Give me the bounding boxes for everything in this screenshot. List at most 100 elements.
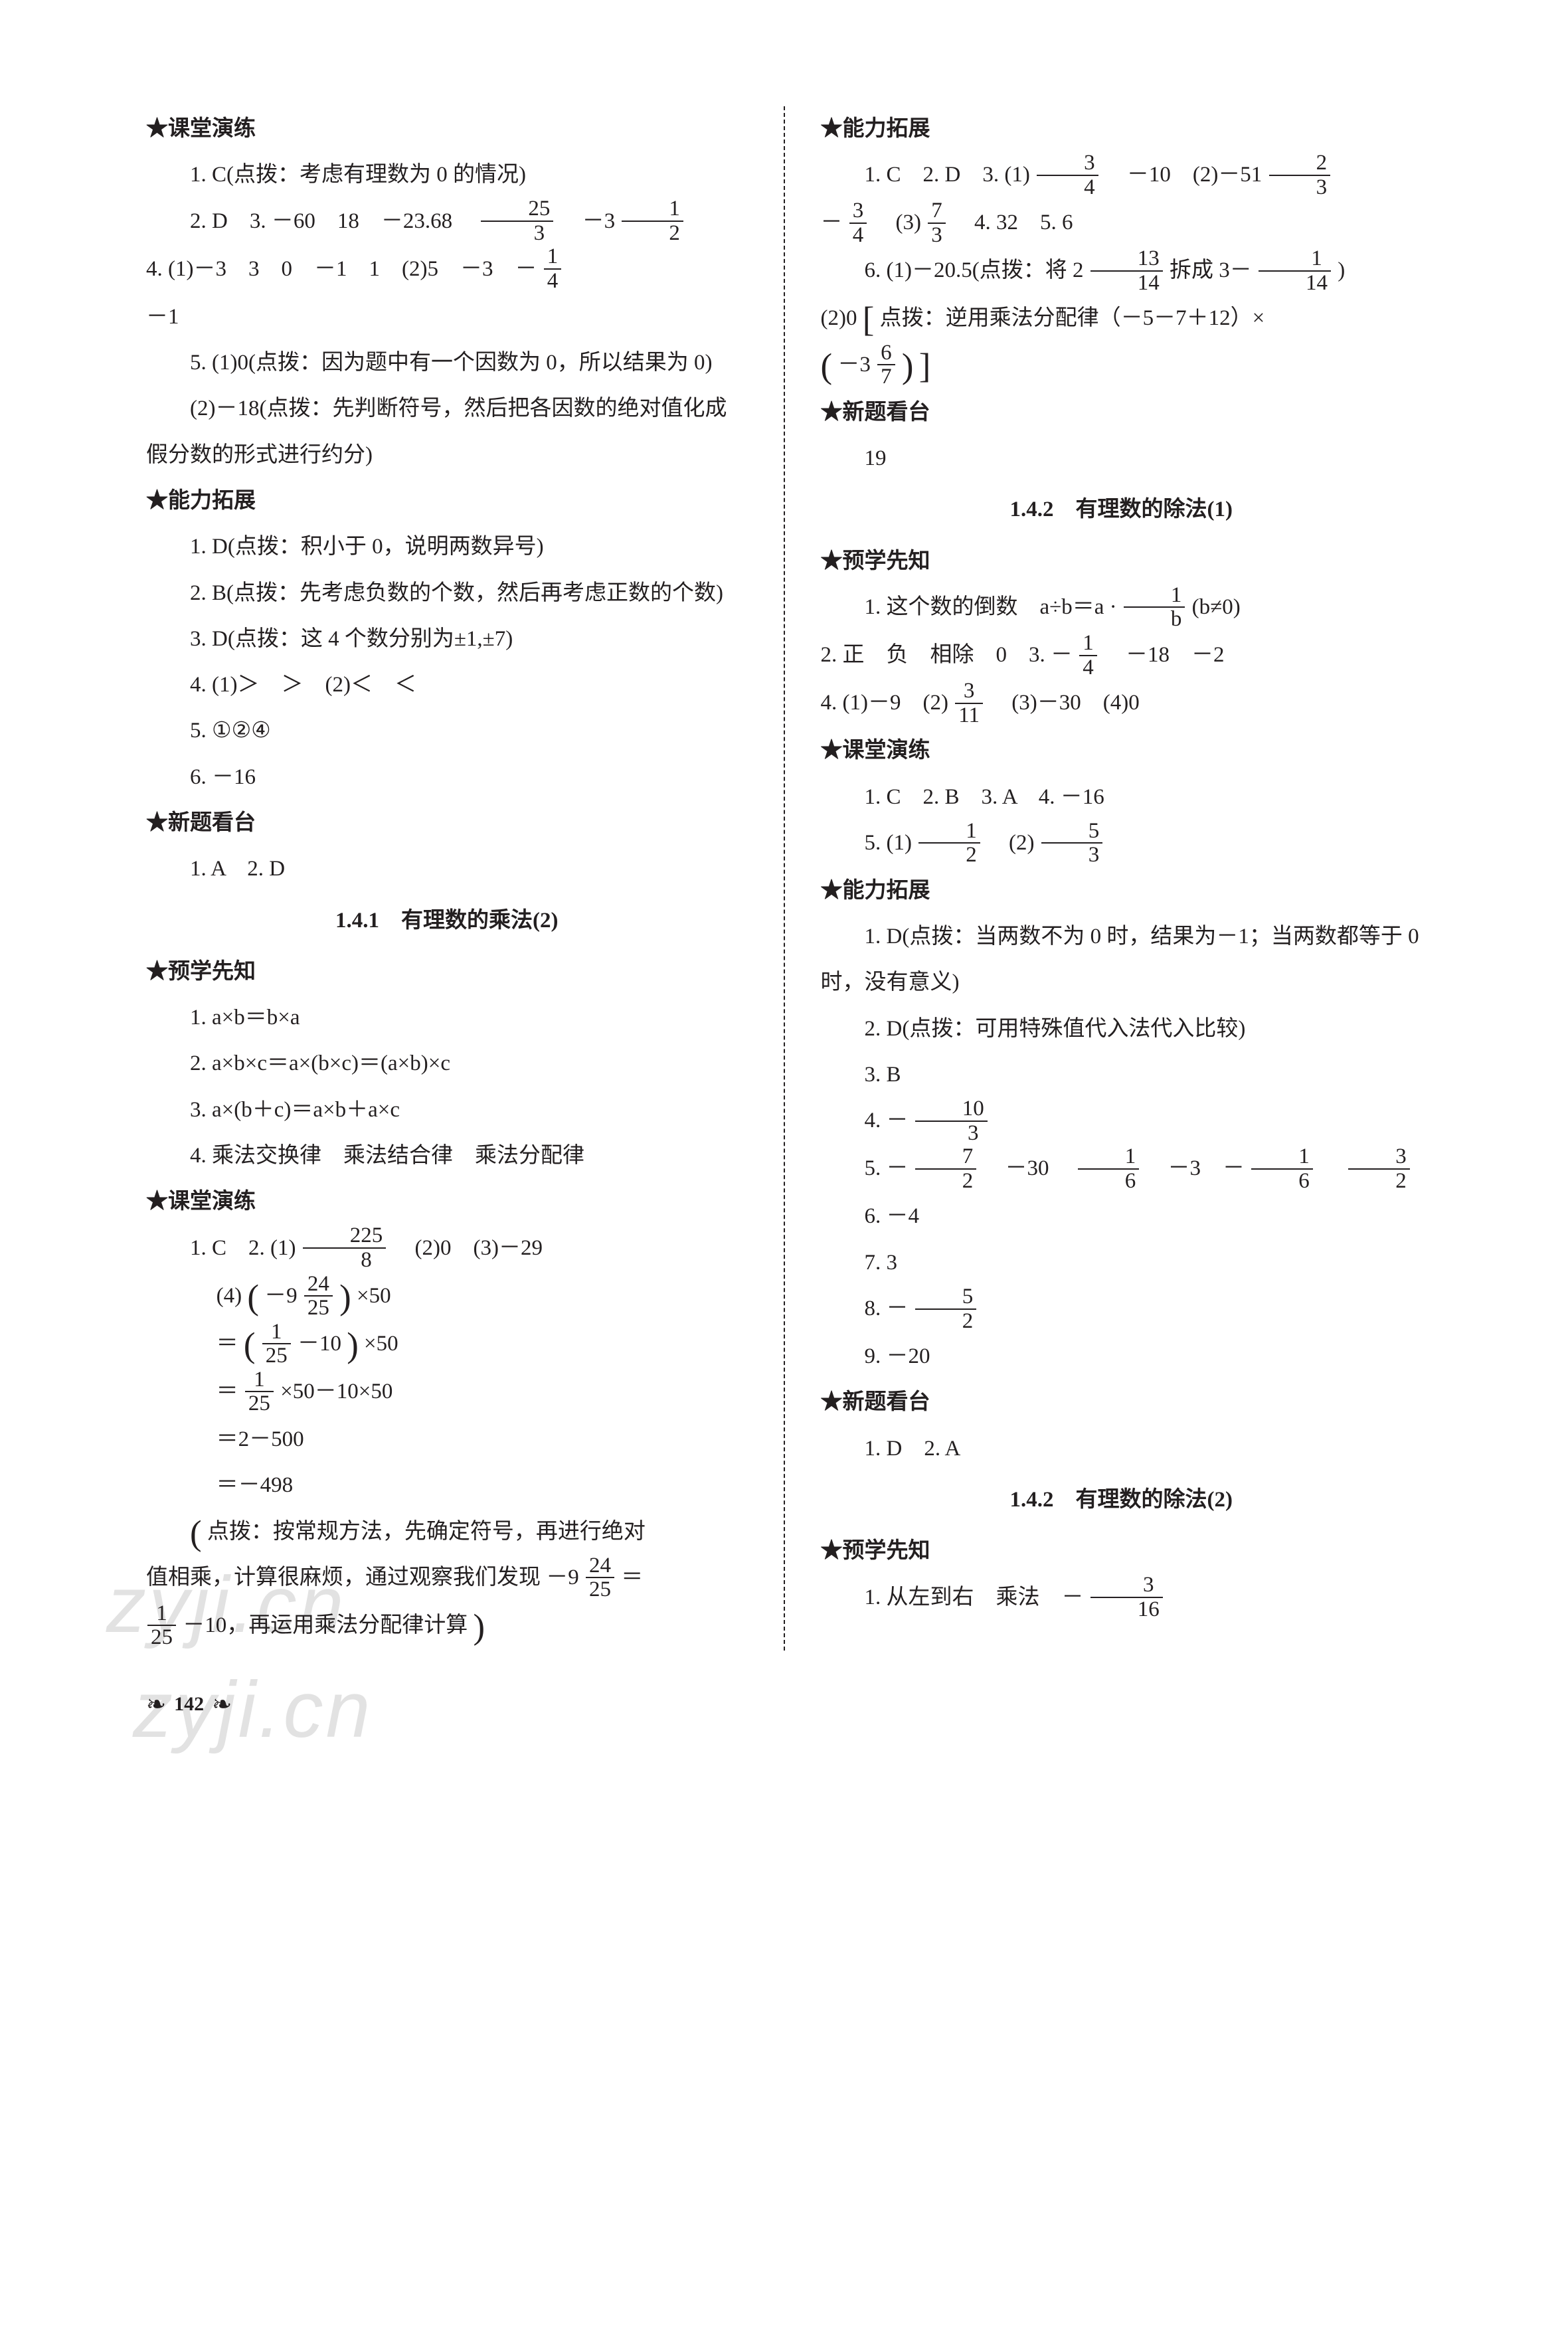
answer-line: 6. －16 (146, 755, 748, 800)
text: 4. 32 5. 6 (952, 211, 1073, 234)
text: －3 (561, 209, 621, 233)
text: (3) (874, 211, 921, 234)
subheading: 1.4.1 有理数的乘法(2) (146, 898, 748, 944)
section-heading: ★能力拓展 (146, 478, 748, 524)
text: (3)－30 (4)0 (990, 691, 1139, 715)
answer-line: 1. D(点拨：当两数不为 0 时，结果为－1；当两数都等于 0 时，没有意义) (821, 914, 1423, 1006)
text: ×50－10×50 (280, 1380, 392, 1403)
answer-line: 值相乘，计算很麻烦，通过观察我们发现 －9 2425 ＝ (146, 1555, 748, 1603)
text: 1. C 2. D 3. (1) (865, 163, 1030, 187)
paren-icon: ) (902, 347, 914, 385)
answer-line: 1. D 2. A (821, 1426, 1423, 1472)
fraction: 14 (1079, 632, 1097, 679)
answer-line: 5. (1) 12 (2) 53 (821, 820, 1423, 868)
text: 点拨：逆用乘法分配律（－5－7＋12）× (880, 306, 1265, 330)
fraction: 114 (1259, 247, 1331, 294)
fraction: 316 (1090, 1573, 1163, 1621)
answer-line: 1. A 2. D (146, 846, 748, 892)
section-heading: ★新题看台 (821, 1380, 1423, 1425)
text: 8. － (865, 1297, 909, 1320)
section-heading: ★预学先知 (821, 1528, 1423, 1574)
paren-icon: ) (474, 1607, 485, 1646)
left-column: ★课堂演练 1. C(点拨：考虑有理数为 0 的情况) 2. D 3. －60 … (120, 106, 785, 1651)
answer-line: － 34 (3) 73 4. 32 5. 6 (821, 200, 1423, 248)
text: (4) (217, 1284, 242, 1308)
fraction: 12 (622, 197, 683, 244)
fraction: 52 (915, 1285, 977, 1332)
answer-line: 6. －4 (821, 1194, 1423, 1239)
answer-line: 5. (1)0(点拨：因为题中有一个因数为 0，所以结果为 0) (146, 340, 748, 386)
answer-line: 1. 从左到右 乘法 － 316 (821, 1575, 1423, 1623)
text: － (821, 211, 843, 234)
fraction: 311 (955, 679, 983, 727)
text: 4. － (865, 1109, 909, 1132)
answer-line: 1. C 2. B 3. A 4. －16 (821, 774, 1423, 820)
answer-line: 1. a×b＝b×a (146, 995, 748, 1041)
paren-icon: ) (347, 1326, 359, 1364)
text: 1. 这个数的倒数 a÷b＝a · (865, 595, 1122, 619)
fraction: 1b (1124, 584, 1185, 631)
text: 1. 从左到右 乘法 － (865, 1585, 1084, 1609)
fraction: 2425 (586, 1554, 614, 1601)
answer-line: 6. (1)－20.5(点拨：将 2 1314 拆成 3－ 114 ) (821, 248, 1423, 296)
text: 4. (1)－9 (2) (821, 691, 948, 715)
answer-line: 19 (821, 436, 1423, 482)
text: ＝ (621, 1566, 643, 1589)
text: ) (1338, 258, 1345, 282)
fraction: 72 (915, 1145, 977, 1192)
page-number: 142 (174, 1693, 204, 1716)
section-heading: ★课堂演练 (146, 1179, 748, 1225)
fraction: 1314 (1090, 247, 1163, 294)
fraction: 14 (544, 245, 562, 292)
text: 值相乘，计算很麻烦，通过观察我们发现 －9 (146, 1566, 584, 1589)
paren-icon: ) (339, 1278, 351, 1316)
text: －3 (837, 353, 876, 377)
paren-icon: ( (190, 1514, 202, 1552)
text: －10，再运用乘法分配律计算 (183, 1613, 468, 1637)
fraction: 2258 (303, 1224, 387, 1271)
text: －9 (264, 1284, 303, 1308)
answer-line: 1. C(点拨：考虑有理数为 0 的情况) (146, 152, 748, 198)
fraction: 125 (147, 1602, 176, 1649)
section-heading: ★新题看台 (146, 800, 748, 846)
answer-line: (2)－18(点拨：先判断符号，然后把各因数的绝对值化成假分数的形式进行约分) (146, 386, 748, 478)
answer-line: 4. (1)－3 3 0 －1 1 (2)5 －3 － 14 (146, 246, 748, 294)
answer-line: (2)0 [ 点拨：逆用乘法分配律（－5－7＋12）× (821, 296, 1423, 341)
page-columns: ★课堂演练 1. C(点拨：考虑有理数为 0 的情况) 2. D 3. －60 … (120, 106, 1448, 1651)
fraction: 34 (849, 199, 867, 246)
fraction: 32 (1348, 1145, 1410, 1192)
text: 5. － (865, 1156, 909, 1180)
text: －10 (2)－51 (1105, 163, 1268, 187)
text: －18 －2 (1104, 643, 1225, 667)
answer-line: 5. ①②④ (146, 708, 748, 754)
answer-line: 1. C 2. D 3. (1) 34 －10 (2)－51 23 (821, 152, 1423, 200)
page-footer: ❧ 142 ❧ (120, 1690, 1448, 1718)
answer-line: 4. 乘法交换律 乘法结合律 乘法分配律 (146, 1133, 748, 1179)
text: －10 (298, 1332, 341, 1356)
fraction: 34 (1037, 151, 1098, 199)
text: ＝ (217, 1380, 238, 1403)
answer-line: 9. －20 (821, 1334, 1423, 1380)
answer-line: 1. 这个数的倒数 a÷b＝a · 1b (b≠0) (821, 584, 1423, 632)
answer-line: (4) ( －9 2425 ) ×50 (146, 1273, 748, 1321)
section-heading: ★预学先知 (821, 539, 1423, 584)
fraction: 73 (928, 199, 946, 246)
text: ×50 (364, 1332, 398, 1356)
ornament-icon: ❧ (146, 1690, 166, 1718)
answer-line: ( 点拨：按常规方法，先确定符号，再进行绝对 (146, 1509, 748, 1555)
answer-line: 3. D(点拨：这 4 个数分别为±1,±7) (146, 616, 748, 662)
answer-line: 8. － 52 (821, 1286, 1423, 1334)
answer-line: 2. a×b×c＝a×(b×c)＝(a×b)×c (146, 1041, 748, 1087)
text: (2)0 (3)－29 (393, 1236, 543, 1260)
text: (b≠0) (1192, 595, 1241, 619)
fraction: 23 (1269, 151, 1331, 199)
answer-line: 2. 正 负 相除 0 3. － 14 －18 －2 (821, 632, 1423, 680)
answer-line: 5. － 72 －30 16 －3 － 16 32 (821, 1146, 1423, 1194)
section-heading: ★课堂演练 (821, 728, 1423, 774)
answer-line: 4. (1)－9 (2) 311 (3)－30 (4)0 (821, 680, 1423, 728)
answer-line: 2. D(点拨：可用特殊值代入法代入比较) (821, 1006, 1423, 1052)
fraction: 125 (262, 1320, 291, 1368)
answer-line: 1. D(点拨：积小于 0，说明两数异号) (146, 524, 748, 570)
subheading: 1.4.2 有理数的除法(2) (821, 1477, 1423, 1523)
answer-line: 3. a×(b＋c)＝a×b＋a×c (146, 1087, 748, 1133)
